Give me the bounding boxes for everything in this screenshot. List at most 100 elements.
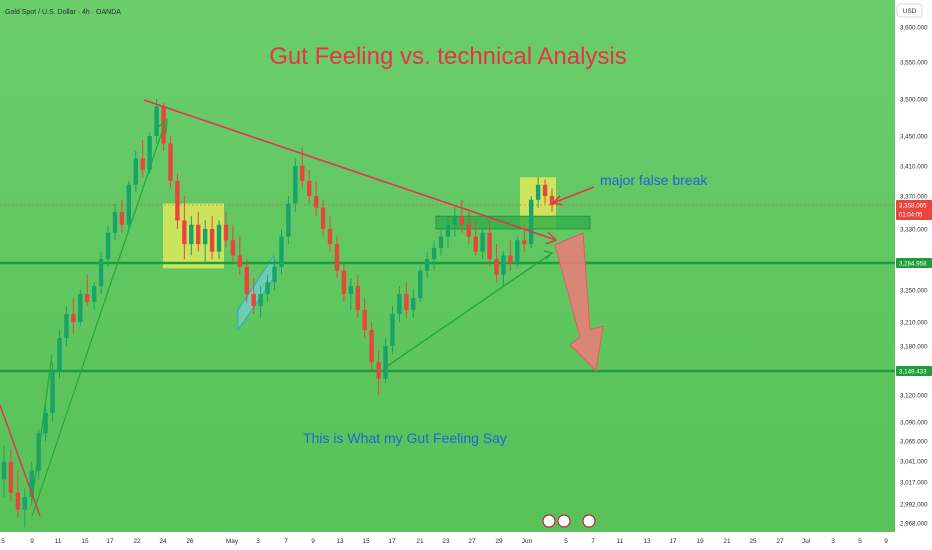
candle <box>189 216 194 256</box>
candle <box>487 220 492 267</box>
time-axis[interactable] <box>0 532 932 550</box>
candle-body <box>168 143 173 181</box>
time-tick-label: 26 <box>186 538 194 545</box>
price-badge <box>896 258 932 268</box>
candle <box>85 274 90 306</box>
gut-feeling-label: This is What my Gut Feeling Say <box>303 430 507 446</box>
time-tick-label: 3 <box>831 538 835 545</box>
symbol-header[interactable]: Gold Spot / U.S. Dollar · 4h · OANDA <box>5 9 121 16</box>
candle-body <box>91 286 97 302</box>
green-impulse-line-2[interactable] <box>31 354 53 501</box>
us-flag-event-icon[interactable] <box>582 514 596 528</box>
time-tick-label: 27 <box>468 538 476 545</box>
bearish-projection-arrow[interactable] <box>554 232 604 373</box>
green-ascending-trendline[interactable] <box>385 252 553 368</box>
candle-body <box>223 224 229 241</box>
price-badge-label: 3,149.433 <box>899 368 927 375</box>
green-arrow-marker <box>543 250 554 260</box>
candle <box>515 236 520 267</box>
time-tick-label: 7 <box>284 538 288 545</box>
red-down-trendline-left[interactable] <box>0 404 41 517</box>
economic-events-icons[interactable] <box>542 514 596 528</box>
candle <box>286 196 291 245</box>
candle <box>216 220 222 260</box>
price-axis-labels: 2,968.000 2,992.000 3,017.000 3,041.000 3,06… <box>900 25 928 528</box>
us-flag-event-icon[interactable] <box>542 514 556 528</box>
time-tick-label: 15 <box>362 538 370 545</box>
green-impulse-line[interactable] <box>31 122 166 517</box>
candle-body <box>542 184 548 196</box>
price-axis[interactable] <box>895 0 932 550</box>
candle <box>418 266 423 302</box>
candle-body <box>307 181 312 196</box>
candle <box>334 236 340 279</box>
candle-body <box>244 266 249 294</box>
candle-body <box>528 199 534 245</box>
candle-body <box>459 216 465 225</box>
candle <box>244 259 249 302</box>
time-tick-label: May <box>226 538 239 545</box>
candle <box>202 220 208 263</box>
trendlines-layer <box>0 99 558 517</box>
price-tick-label: 2,968.000 <box>900 521 928 528</box>
candle <box>438 229 444 256</box>
candle-body <box>78 294 83 322</box>
candle-body <box>480 232 485 252</box>
time-tick-label: 29 <box>495 538 503 545</box>
candle-body <box>313 196 319 208</box>
candle-body <box>501 255 506 275</box>
time-tick-label: 9 <box>30 538 34 545</box>
price-tick-label: 3,410.000 <box>900 164 928 171</box>
time-tick-label: Jul <box>802 538 811 545</box>
candle-body <box>341 270 347 294</box>
candle-body <box>237 255 243 267</box>
time-tick-label: 9 <box>884 538 888 545</box>
time-tick-label: 15 <box>81 538 89 545</box>
candle-body <box>202 229 208 245</box>
us-flag-event-icon[interactable] <box>557 514 571 528</box>
candle <box>293 158 298 212</box>
candle <box>327 216 333 252</box>
time-tick-label: 17 <box>106 538 114 545</box>
candle-body <box>473 236 478 252</box>
currency-button[interactable] <box>896 3 923 18</box>
candle-body <box>1 461 7 480</box>
candle-body <box>50 370 55 413</box>
candle-body <box>369 330 374 363</box>
candle-body <box>293 166 298 204</box>
price-tick-label: 3,090.000 <box>900 420 928 427</box>
price-tick-label: 3,120.000 <box>900 393 928 400</box>
candle <box>140 139 145 178</box>
candle <box>341 262 347 302</box>
range-box-zone[interactable] <box>163 203 224 269</box>
candle <box>154 99 159 144</box>
red-descending-trendline[interactable] <box>143 99 557 241</box>
false-break-pointer <box>552 186 595 204</box>
candle <box>431 240 437 271</box>
candle <box>362 298 367 338</box>
candle-body <box>161 106 166 144</box>
candle <box>307 169 312 204</box>
price-tick-label: 3,450.000 <box>900 134 928 141</box>
resistance-zone-zone[interactable] <box>435 215 591 230</box>
candle-body <box>355 286 360 310</box>
time-tick-label: 25 <box>749 538 757 545</box>
candle-body <box>258 294 263 306</box>
price-tick-label: 3,065.000 <box>900 439 928 446</box>
candle-body <box>452 216 458 225</box>
candle-body <box>535 184 541 200</box>
candle <box>182 196 187 260</box>
candle-body <box>320 207 326 229</box>
candle-body <box>8 461 14 493</box>
price-tick-label: 3,017.000 <box>900 480 928 487</box>
candle-body <box>397 294 402 314</box>
candle-body <box>327 229 333 245</box>
candles-layer <box>1 99 555 528</box>
candle-body <box>300 166 305 181</box>
candle <box>473 220 478 256</box>
time-tick-label: 27 <box>776 538 784 545</box>
candle-body <box>438 236 444 248</box>
candle-body <box>515 240 520 263</box>
